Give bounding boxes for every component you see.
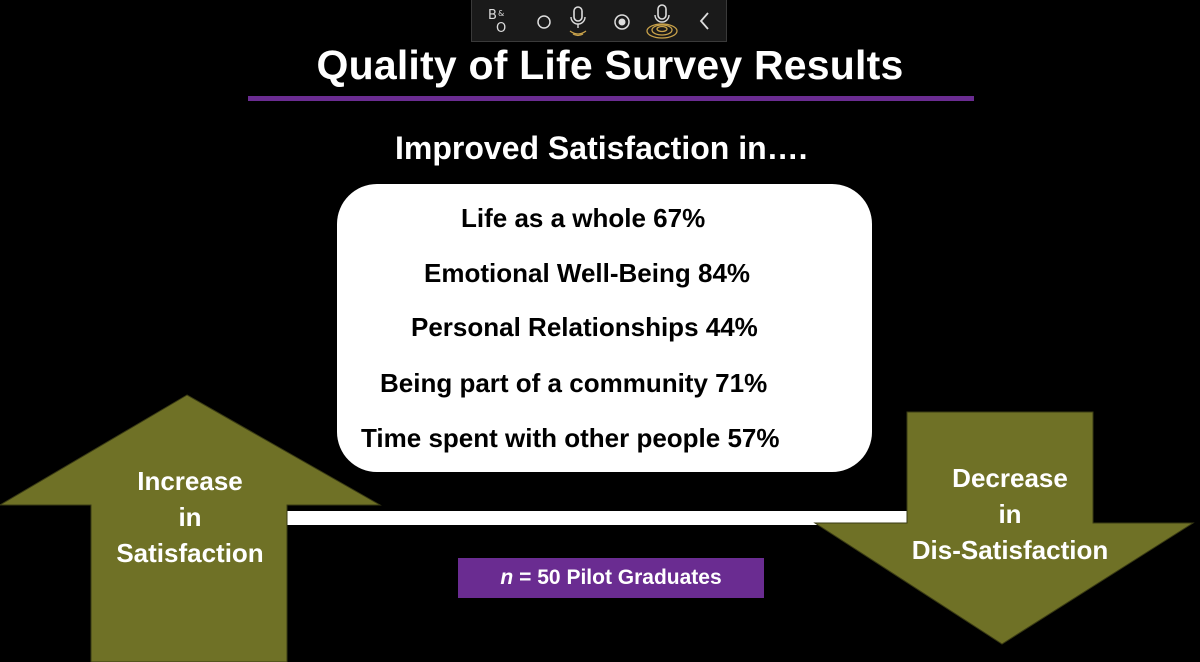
decrease-label-line1: Decrease	[952, 463, 1068, 493]
increase-label-line1: Increase	[137, 466, 243, 496]
increase-label: Increase in Satisfaction	[100, 463, 280, 571]
title-underline	[248, 96, 974, 101]
decrease-label-line3: Dis-Satisfaction	[911, 535, 1109, 565]
results-card: Life as a whole 67% Emotional Well-Being…	[337, 184, 872, 472]
slide-title: Quality of Life Survey Results	[316, 42, 904, 88]
result-item: Life as a whole 67%	[461, 203, 706, 233]
connector-bar	[287, 511, 910, 525]
microphone-icon[interactable]	[564, 0, 592, 42]
sample-size-badge: n = 50 Pilot Graduates	[458, 558, 764, 598]
presentation-toolbar: B & O	[471, 0, 727, 42]
result-item: Emotional Well-Being 84%	[424, 258, 751, 288]
svg-text:&: &	[498, 9, 504, 18]
sample-n: n	[500, 566, 514, 589]
down-arrow	[813, 411, 1195, 645]
sample-text: = 50 Pilot Graduates	[519, 566, 722, 589]
bo-logo-icon[interactable]: B & O	[486, 0, 516, 42]
result-item: Being part of a community 71%	[380, 368, 768, 398]
chevron-left-icon[interactable]	[694, 0, 714, 42]
result-item: Time spent with other people 57%	[361, 423, 780, 453]
record-dot-icon[interactable]	[610, 0, 634, 42]
slide-subtitle: Improved Satisfaction in….	[395, 130, 808, 166]
circle-icon[interactable]	[532, 0, 556, 42]
result-item: Personal Relationships 44%	[411, 312, 758, 342]
increase-label-line2: in	[178, 502, 202, 532]
decrease-label: Decrease in Dis-Satisfaction	[880, 460, 1140, 568]
svg-text:B: B	[488, 8, 497, 23]
decrease-label-line2: in	[998, 499, 1022, 529]
increase-label-line3: Satisfaction	[116, 538, 264, 568]
microphone-broadcast-icon[interactable]	[644, 0, 680, 42]
svg-text:O: O	[496, 21, 506, 35]
up-arrow	[0, 394, 382, 662]
